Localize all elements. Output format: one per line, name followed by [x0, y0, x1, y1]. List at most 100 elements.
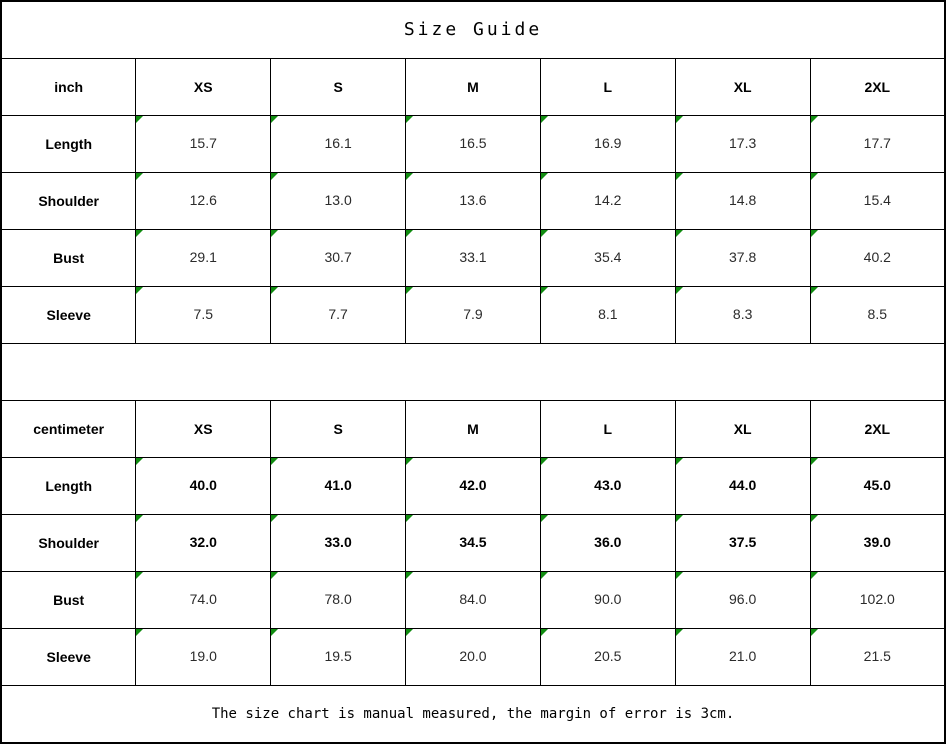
error-flag-icon	[406, 173, 414, 180]
title-row: Size Guide	[0, 0, 946, 59]
size-value-cell: 19.5	[270, 627, 407, 686]
size-value-cell: 17.3	[674, 114, 811, 173]
row-label-length: Length	[0, 114, 137, 173]
error-flag-icon	[136, 287, 144, 294]
size-value-cell: 90.0	[539, 570, 676, 629]
size-header-xl: XL	[674, 57, 811, 116]
size-value-cell: 15.7	[135, 114, 272, 173]
row-label-shoulder: Shoulder	[0, 513, 137, 572]
size-value-cell: 102.0	[809, 570, 946, 629]
error-flag-icon	[676, 572, 683, 579]
error-flag-icon	[406, 629, 414, 636]
error-flag-icon	[136, 515, 144, 522]
error-flag-icon	[811, 173, 818, 180]
size-header-xl: XL	[674, 399, 811, 458]
size-value-cell: 17.7	[809, 114, 946, 173]
error-flag-icon	[676, 629, 683, 636]
error-flag-icon	[406, 458, 414, 465]
size-value-cell: 33.1	[405, 228, 541, 287]
error-flag-icon	[676, 173, 683, 180]
error-flag-icon	[406, 572, 414, 579]
size-value-cell: 36.0	[539, 513, 676, 572]
error-flag-icon	[136, 572, 144, 579]
error-flag-icon	[676, 230, 683, 237]
size-header-xs: XS	[135, 57, 272, 116]
row-label-sleeve: Sleeve	[0, 627, 137, 686]
size-value-cell: 29.1	[135, 228, 272, 287]
size-value-cell: 14.8	[674, 171, 811, 230]
size-value-cell: 7.5	[135, 285, 272, 344]
size-value-cell: 78.0	[270, 570, 407, 629]
size-value-cell: 13.6	[405, 171, 541, 230]
cm-header-row: centimeter XS S M L XL 2XL	[0, 399, 946, 458]
size-value-cell: 15.4	[809, 171, 946, 230]
size-value-cell: 20.5	[539, 627, 676, 686]
error-flag-icon	[136, 458, 144, 465]
size-value-cell: 41.0	[270, 456, 407, 515]
error-flag-icon	[541, 572, 548, 579]
size-value-cell: 37.8	[674, 228, 811, 287]
error-flag-icon	[811, 629, 818, 636]
error-flag-icon	[136, 230, 144, 237]
size-value-cell: 16.1	[270, 114, 407, 173]
error-flag-icon	[406, 287, 414, 294]
row-label-bust: Bust	[0, 228, 137, 287]
error-flag-icon	[676, 458, 683, 465]
row-label-sleeve: Sleeve	[0, 285, 137, 344]
inch-bust-row: Bust 29.1 30.7 33.1 35.4 37.8 40.2	[0, 228, 946, 287]
size-value-cell: 42.0	[405, 456, 541, 515]
size-header-l: L	[539, 57, 676, 116]
error-flag-icon	[406, 230, 414, 237]
error-flag-icon	[271, 572, 279, 579]
spacer-row	[1, 342, 945, 401]
inch-sleeve-row: Sleeve 7.5 7.7 7.9 8.1 8.3 8.5	[0, 285, 946, 344]
size-value-cell: 39.0	[809, 513, 946, 572]
size-value-cell: 13.0	[270, 171, 407, 230]
error-flag-icon	[811, 116, 818, 123]
size-value-cell: 32.0	[135, 513, 272, 572]
error-flag-icon	[811, 230, 818, 237]
cm-bust-row: Bust 74.0 78.0 84.0 90.0 96.0 102.0	[0, 570, 946, 629]
size-value-cell: 43.0	[539, 456, 676, 515]
error-flag-icon	[271, 230, 279, 237]
error-flag-icon	[271, 116, 279, 123]
error-flag-icon	[541, 458, 548, 465]
error-flag-icon	[541, 116, 548, 123]
error-flag-icon	[271, 629, 279, 636]
error-flag-icon	[811, 458, 818, 465]
size-value-cell: 35.4	[539, 228, 676, 287]
size-value-cell: 7.9	[405, 285, 541, 344]
cm-length-row: Length 40.0 41.0 42.0 43.0 44.0 45.0	[0, 456, 946, 515]
footer-row: The size chart is manual measured, the m…	[0, 684, 946, 744]
size-header-m: M	[405, 57, 541, 116]
inch-header-row: inch XS S M L XL 2XL	[0, 57, 946, 116]
error-flag-icon	[406, 515, 414, 522]
cm-shoulder-row: Shoulder 32.0 33.0 34.5 36.0 37.5 39.0	[0, 513, 946, 572]
error-flag-icon	[271, 515, 279, 522]
size-header-l: L	[539, 399, 676, 458]
error-flag-icon	[406, 116, 414, 123]
size-value-cell: 40.0	[135, 456, 272, 515]
row-label-bust: Bust	[0, 570, 137, 629]
size-value-cell: 19.0	[135, 627, 272, 686]
size-header-2xl: 2XL	[809, 57, 946, 116]
error-flag-icon	[136, 629, 144, 636]
size-header-s: S	[270, 57, 407, 116]
unit-header-inch: inch	[0, 57, 137, 116]
row-label-length: Length	[0, 456, 137, 515]
size-value-cell: 34.5	[405, 513, 541, 572]
size-value-cell: 21.0	[674, 627, 811, 686]
size-value-cell: 45.0	[809, 456, 946, 515]
error-flag-icon	[541, 515, 548, 522]
cm-sleeve-row: Sleeve 19.0 19.5 20.0 20.5 21.0 21.5	[0, 627, 946, 686]
size-header-xs: XS	[135, 399, 272, 458]
error-flag-icon	[541, 287, 548, 294]
error-flag-icon	[136, 173, 144, 180]
size-value-cell: 20.0	[405, 627, 541, 686]
size-value-cell: 14.2	[539, 171, 676, 230]
error-flag-icon	[136, 116, 144, 123]
size-header-s: S	[270, 399, 407, 458]
size-value-cell: 16.9	[539, 114, 676, 173]
size-value-cell: 37.5	[674, 513, 811, 572]
error-flag-icon	[811, 515, 818, 522]
